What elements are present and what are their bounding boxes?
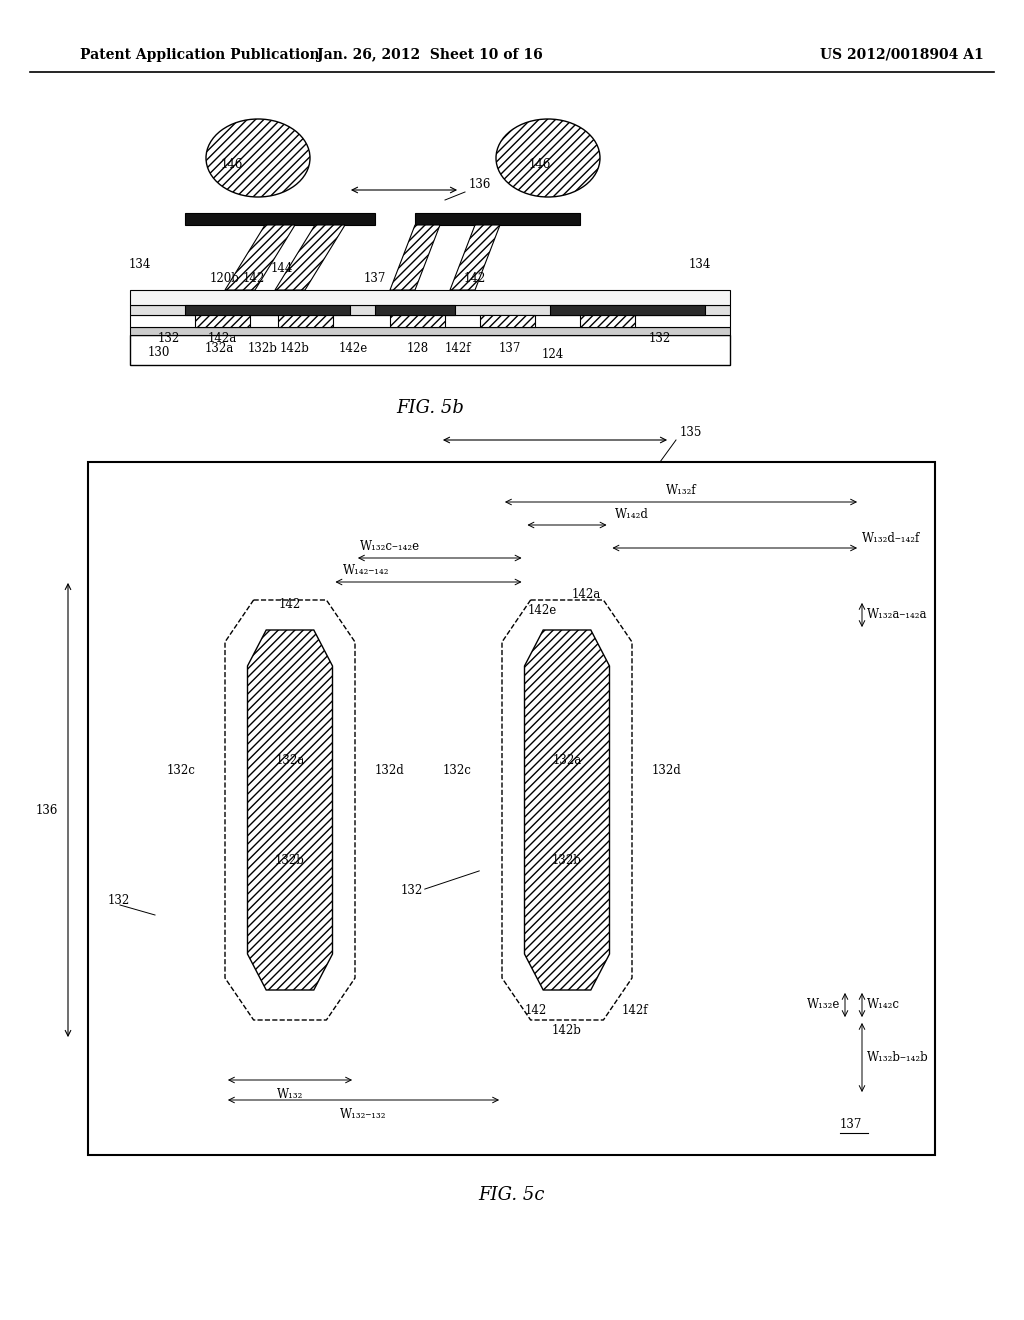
Text: 132d: 132d xyxy=(652,763,682,776)
Text: FIG. 5b: FIG. 5b xyxy=(396,399,464,417)
Text: 136: 136 xyxy=(36,804,58,817)
Text: W₁₄₂–₁₄₂: W₁₄₂–₁₄₂ xyxy=(342,564,389,577)
Bar xyxy=(550,305,705,315)
Text: W₁₃₂: W₁₃₂ xyxy=(276,1089,303,1101)
Bar xyxy=(88,462,935,1155)
Text: W₁₃₂e: W₁₃₂e xyxy=(807,998,840,1011)
Text: 136: 136 xyxy=(469,178,492,191)
Ellipse shape xyxy=(206,119,310,197)
Bar xyxy=(130,335,730,366)
Text: 132c: 132c xyxy=(443,763,472,776)
Bar xyxy=(390,315,445,327)
Text: 142a: 142a xyxy=(572,589,601,602)
Bar xyxy=(195,315,250,327)
Bar xyxy=(185,213,375,224)
Ellipse shape xyxy=(496,119,600,197)
Bar xyxy=(278,315,333,327)
Text: 132: 132 xyxy=(108,894,130,907)
Polygon shape xyxy=(225,224,295,290)
Text: 135: 135 xyxy=(680,425,702,438)
Text: 132b: 132b xyxy=(275,854,305,866)
Text: 132b: 132b xyxy=(248,342,278,355)
Polygon shape xyxy=(275,224,345,290)
Polygon shape xyxy=(450,224,500,290)
Text: 132: 132 xyxy=(400,883,423,896)
Polygon shape xyxy=(390,224,440,290)
Text: 142f: 142f xyxy=(622,1003,648,1016)
Text: 146: 146 xyxy=(221,158,243,172)
Text: 134: 134 xyxy=(129,259,152,272)
Text: 137: 137 xyxy=(364,272,386,285)
Text: W₁₃₂c–₁₄₂e: W₁₃₂c–₁₄₂e xyxy=(360,540,420,553)
Text: W₁₄₂d: W₁₄₂d xyxy=(614,508,648,521)
Text: W₁₃₂d–₁₄₂f: W₁₃₂d–₁₄₂f xyxy=(862,532,921,544)
Text: W₁₃₂b–₁₄₂b: W₁₃₂b–₁₄₂b xyxy=(867,1051,929,1064)
Text: 134: 134 xyxy=(689,259,712,272)
Text: 142a: 142a xyxy=(208,333,237,346)
Text: 132: 132 xyxy=(649,331,671,345)
Text: W₁₃₂–₁₃₂: W₁₃₂–₁₃₂ xyxy=(340,1109,387,1122)
Text: 132a: 132a xyxy=(205,342,234,355)
Bar xyxy=(130,290,730,305)
Text: 137: 137 xyxy=(499,342,521,355)
Text: 144: 144 xyxy=(270,261,293,275)
Text: 132d: 132d xyxy=(375,763,404,776)
Bar xyxy=(580,315,635,327)
Text: 142: 142 xyxy=(464,272,486,285)
Text: 142b: 142b xyxy=(552,1023,582,1036)
Bar xyxy=(130,315,730,327)
Text: 132c: 132c xyxy=(166,763,195,776)
Text: Patent Application Publication: Patent Application Publication xyxy=(80,48,319,62)
Text: 142e: 142e xyxy=(527,603,557,616)
Text: 142: 142 xyxy=(279,598,301,611)
Polygon shape xyxy=(248,630,333,990)
Text: Jan. 26, 2012  Sheet 10 of 16: Jan. 26, 2012 Sheet 10 of 16 xyxy=(317,48,543,62)
Bar xyxy=(415,213,580,224)
Bar xyxy=(185,305,350,315)
Text: 128: 128 xyxy=(407,342,429,355)
Text: W₁₃₂a–₁₄₂a: W₁₃₂a–₁₄₂a xyxy=(867,609,928,622)
Text: US 2012/0018904 A1: US 2012/0018904 A1 xyxy=(820,48,984,62)
Text: 142b: 142b xyxy=(280,342,310,355)
Text: 132b: 132b xyxy=(552,854,582,866)
Text: 146: 146 xyxy=(528,158,551,172)
Text: 132: 132 xyxy=(158,331,180,345)
Text: 132a: 132a xyxy=(275,754,304,767)
Bar xyxy=(375,305,455,315)
Text: 142f: 142f xyxy=(444,342,471,355)
Bar xyxy=(130,327,730,335)
Text: 132a: 132a xyxy=(552,754,582,767)
Text: FIG. 5c: FIG. 5c xyxy=(479,1185,545,1204)
Text: W₁₄₂c: W₁₄₂c xyxy=(867,998,900,1011)
Text: 120b: 120b xyxy=(210,272,240,285)
Text: 137: 137 xyxy=(840,1118,862,1131)
Bar xyxy=(480,315,535,327)
Text: 142e: 142e xyxy=(338,342,368,355)
Text: 142: 142 xyxy=(524,1003,547,1016)
Text: W₁₃₂f: W₁₃₂f xyxy=(666,483,696,496)
Text: 130: 130 xyxy=(148,346,170,359)
Polygon shape xyxy=(524,630,609,990)
Text: 142: 142 xyxy=(243,272,265,285)
Text: 124: 124 xyxy=(542,347,564,360)
Bar xyxy=(130,305,730,315)
